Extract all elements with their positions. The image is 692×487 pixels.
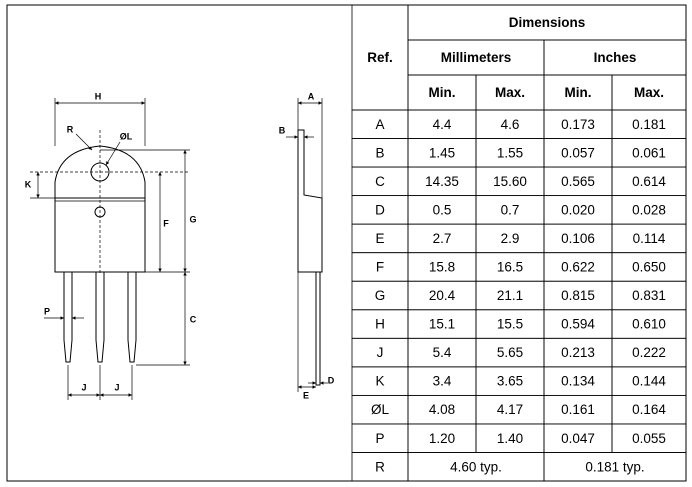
cell-value: 0.565 [561, 174, 595, 189]
cell-value: 4.08 [429, 402, 455, 417]
cell-ref: H [375, 317, 385, 332]
cell-value: 0.114 [633, 231, 666, 246]
cell-value: 0.134 [561, 374, 595, 389]
cell-value: 5.4 [433, 345, 452, 360]
cell-value: 0.7 [501, 202, 520, 217]
dimension-label: K [25, 179, 32, 189]
dimension-label: D [328, 375, 335, 385]
header-millimeters: Millimeters [441, 50, 512, 65]
cell-value: 0.173 [561, 117, 595, 132]
cell-value: 15.5 [497, 317, 523, 332]
table-cell [543, 452, 687, 482]
dimension-label: ØL [120, 131, 133, 141]
header-sub: Max. [495, 85, 525, 100]
header-dimensions: Dimensions [509, 15, 586, 30]
cell-ref: G [375, 288, 386, 303]
cell-ref: F [376, 260, 384, 275]
cell-ref: R [375, 459, 385, 474]
cell-value: 0.057 [561, 145, 595, 160]
cell-value: 0.650 [632, 260, 666, 275]
cell-value: 16.5 [497, 260, 523, 275]
cell-ref: ØL [371, 402, 390, 417]
cell-value: 0.614 [632, 174, 666, 189]
cell-value: 20.4 [429, 288, 456, 303]
header-inches: Inches [594, 50, 637, 65]
cell-value: 1.20 [429, 431, 455, 446]
cell-ref: B [375, 145, 384, 160]
cell-value: 4.60 typ. [450, 459, 502, 474]
cell-value: 3.4 [433, 374, 452, 389]
dimension-label: J [114, 382, 119, 392]
dimension-label: F [163, 218, 169, 228]
cell-value: 3.65 [497, 374, 523, 389]
dimension-table: Ref. Dimensions Millimeters Inches Min. Max. M… [351, 4, 687, 482]
dimension-label: B [279, 125, 286, 135]
cell-ref: J [377, 345, 384, 360]
cell-value: 15.8 [429, 260, 455, 275]
cell-value: 0.181 typ. [585, 459, 644, 474]
cell-value: 0.622 [561, 260, 595, 275]
dimension-label: C [190, 314, 197, 324]
cell-value: 0.815 [561, 288, 595, 303]
cell-ref: D [375, 202, 385, 217]
dimension-labels: H R ØL K F G P C J J A B E D [25, 91, 335, 400]
cell-value: 2.7 [433, 231, 452, 246]
header-sub: Min. [429, 85, 456, 100]
cell-value: 1.40 [497, 431, 523, 446]
cell-value: 21.1 [497, 288, 523, 303]
cell-value: 0.028 [632, 202, 666, 217]
cell-value: 0.106 [561, 231, 595, 246]
cell-value: 0.594 [561, 317, 595, 332]
cell-value: 0.5 [433, 202, 452, 217]
cell-value: 15.1 [429, 317, 455, 332]
cell-value: 0.144 [632, 374, 666, 389]
cell-value: 14.35 [425, 174, 459, 189]
cell-value: 0.610 [632, 317, 666, 332]
cell-value: 0.020 [561, 202, 595, 217]
dimension-label: A [308, 91, 315, 101]
dimension-label: E [303, 390, 309, 400]
cell-value: 5.65 [497, 345, 523, 360]
cell-ref: P [375, 431, 384, 446]
cell-value: 0.047 [561, 431, 595, 446]
header-sub: Max. [634, 85, 664, 100]
cell-value: 0.161 [561, 402, 595, 417]
dimension-label: G [189, 214, 196, 224]
cell-ref: A [375, 117, 384, 132]
cell-value: 1.45 [429, 145, 455, 160]
cell-value: 0.222 [632, 345, 666, 360]
cell-ref: E [375, 231, 384, 246]
cell-value: 0.061 [632, 145, 666, 160]
cell-value: 4.6 [501, 117, 520, 132]
cell-value: 4.4 [433, 117, 452, 132]
cell-ref: K [375, 374, 384, 389]
package-drawing [30, 98, 328, 400]
header-ref: Ref. [367, 50, 393, 65]
dimension-label: H [95, 91, 102, 101]
header-sub: Min. [565, 85, 592, 100]
dimension-label: J [81, 382, 86, 392]
cell-value: 0.164 [632, 402, 666, 417]
cell-value: 4.17 [497, 402, 523, 417]
cell-ref: C [375, 174, 385, 189]
cell-value: 0.055 [632, 431, 666, 446]
dimension-label: R [67, 124, 74, 134]
cell-value: 0.831 [632, 288, 666, 303]
dimension-label: P [44, 306, 50, 316]
cell-value: 0.181 [632, 117, 666, 132]
cell-value: 15.60 [493, 174, 527, 189]
cell-value: 2.9 [501, 231, 520, 246]
cell-value: 0.213 [561, 345, 595, 360]
cell-value: 1.55 [497, 145, 523, 160]
